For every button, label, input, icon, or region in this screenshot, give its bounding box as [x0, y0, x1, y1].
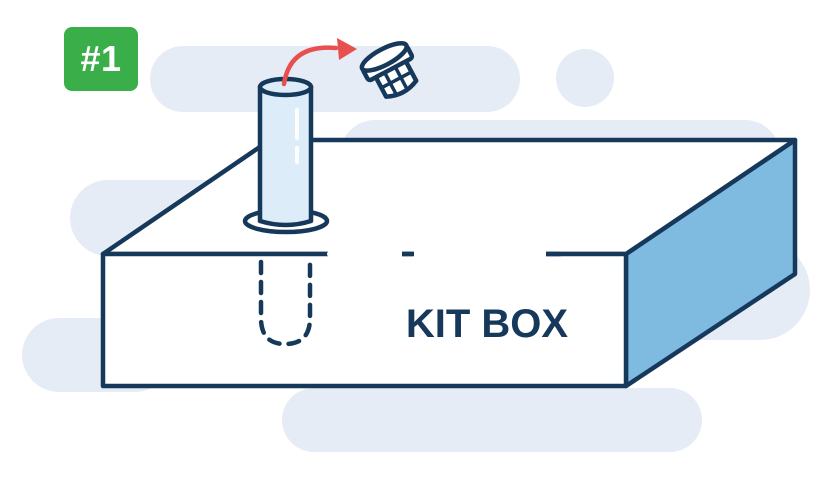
tube-hidden-outline — [258, 259, 313, 347]
tear-line-gaps — [388, 250, 546, 258]
step-badge: #1 — [64, 27, 138, 91]
box-label: KIT BOX — [406, 302, 569, 346]
step-number: #1 — [80, 38, 122, 79]
curved-arrow-icon — [281, 38, 357, 87]
tube-cap-icon — [359, 40, 419, 99]
test-tube-icon — [257, 76, 314, 228]
